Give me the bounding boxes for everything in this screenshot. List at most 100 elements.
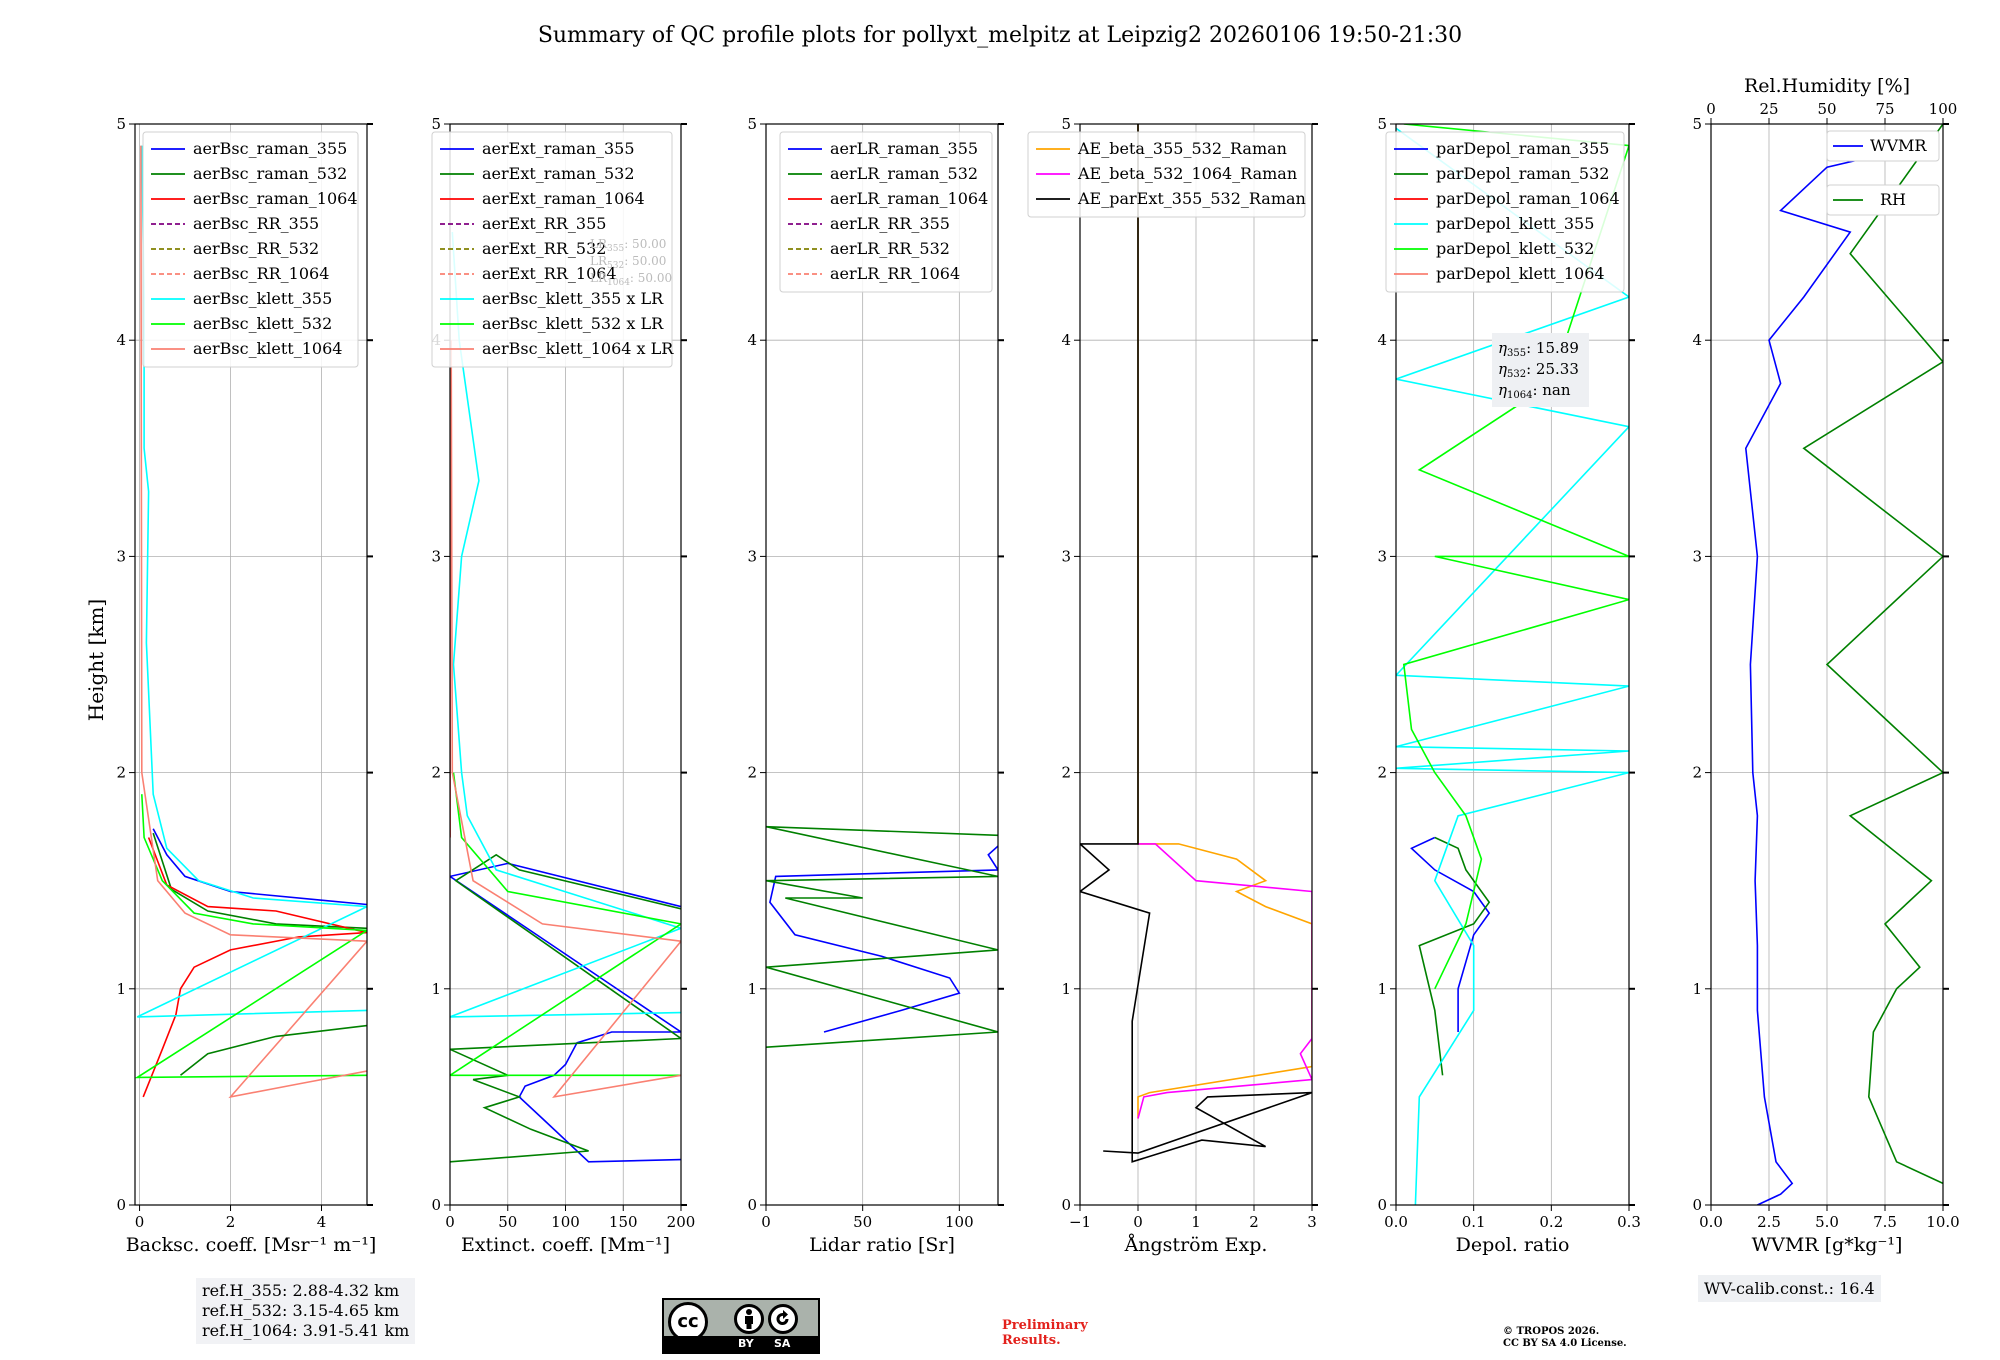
y-tick-label: 4 — [1061, 331, 1071, 349]
attribution-person-icon — [734, 1304, 764, 1334]
legend-entry: parDepol_klett_1064 — [1436, 264, 1605, 283]
license-sa-label: SA — [774, 1337, 791, 1350]
x-tick-label: 0.0 — [1699, 1213, 1723, 1231]
y-tick-label: 0 — [116, 1196, 126, 1214]
x2-tick-label: 0 — [1706, 100, 1716, 118]
x2-tick-label: 75 — [1875, 100, 1894, 118]
x-tick-label: 200 — [667, 1213, 696, 1231]
eta-annotation: η355: 15.89 — [1498, 339, 1579, 359]
x-tick-label: 1 — [1191, 1213, 1201, 1231]
legend-entry: aerLR_RR_355 — [830, 214, 950, 233]
eta-annotation: η532: 25.33 — [1498, 360, 1579, 380]
legend-entry: aerBsc_klett_355 — [193, 289, 332, 308]
y-tick-label: 1 — [431, 980, 441, 998]
x-tick-label: 0.2 — [1539, 1213, 1563, 1231]
y-tick-label: 1 — [1692, 980, 1702, 998]
series-group — [766, 825, 998, 1048]
series-group — [450, 232, 681, 1163]
x-tick-label: 0 — [761, 1213, 771, 1231]
y-tick-label: 4 — [1377, 331, 1387, 349]
legend-entry: aerBsc_klett_1064 — [193, 339, 342, 358]
x-axis-label: WVMR [g*kg⁻¹] — [1752, 1234, 1903, 1256]
share-alike-icon — [768, 1304, 798, 1334]
series-line-aerbsc-klett-355-x-lr — [450, 232, 681, 1018]
x-tick-label: 100 — [945, 1213, 974, 1231]
y-tick-label: 5 — [431, 115, 441, 133]
cc-license-badge: cc BY SA — [662, 1298, 820, 1354]
axes-frame — [765, 123, 999, 1206]
x-tick-label: 4 — [317, 1213, 327, 1231]
legend-box — [1027, 131, 1306, 218]
y-tick-label: 1 — [1377, 980, 1387, 998]
legend-entry: aerLR_raman_1064 — [830, 189, 988, 208]
x-axis-label: Backsc. coeff. [Msr⁻¹ m⁻¹] — [126, 1234, 377, 1256]
series-line-aerlr-raman-355 — [769, 845, 998, 1033]
copyright-note: © TROPOS 2026. CC BY SA 4.0 License. — [1503, 1326, 1627, 1350]
x-tick-label: 0.0 — [1384, 1213, 1408, 1231]
legend-entry: aerBsc_raman_1064 — [193, 189, 358, 208]
series-line-pardepol-raman-355 — [1410, 836, 1491, 1032]
legend-box-wvmr — [1826, 130, 1940, 162]
panel-5: 0.0 0.1 0.2 0.3 0 1 2 3 4 5 Depol. ratio parDepol_r… — [1377, 115, 1640, 1256]
series-group — [1744, 124, 1943, 1205]
series-group — [1080, 124, 1312, 1163]
preliminary-note: Preliminary Results. — [1002, 1318, 1088, 1348]
legend-entry: aerExt_raman_355 — [482, 139, 635, 158]
license-strip: BY SA — [664, 1336, 818, 1352]
copyright-line-1: © TROPOS 2026. — [1503, 1326, 1600, 1337]
legend-entry: aerExt_RR_355 — [482, 214, 606, 233]
x-tick-label: 0 — [1133, 1213, 1143, 1231]
legend-entry: aerLR_raman_355 — [830, 139, 978, 158]
legend-entry: AE_beta_355_532_Raman — [1077, 139, 1287, 158]
legend-entry: aerLR_raman_532 — [830, 164, 978, 183]
y-tick-label: 1 — [747, 980, 757, 998]
ref-height-355: ref.H_355: 2.88-4.32 km — [202, 1281, 400, 1300]
series-line-ae-parext-355-532-raman — [1080, 124, 1312, 1163]
legend-entry: parDepol_raman_355 — [1436, 139, 1609, 158]
panel-3: 0 50 100 0 1 2 3 4 5 Lidar ratio [Sr] aerLR_raman_… — [747, 115, 1004, 1256]
series-line-aerlr-raman-532 — [766, 825, 998, 1048]
y-tick-label: 4 — [116, 331, 126, 349]
x-tick-label: 2.5 — [1757, 1213, 1781, 1231]
legend-box — [431, 131, 673, 368]
eta-annotation-box — [1492, 333, 1589, 407]
legend-entry: aerExt_raman_1064 — [482, 189, 645, 208]
legend-entry: aerBsc_raman_355 — [193, 139, 347, 158]
series-line-wvmr — [1744, 144, 1920, 1205]
legend-entry: parDepol_raman_1064 — [1436, 189, 1620, 208]
series-line-aerbsc-raman-1064 — [142, 837, 367, 1098]
legend-box — [1385, 131, 1625, 293]
legend-entry: aerBsc_klett_1064 x LR — [482, 339, 674, 358]
legend-entry: aerExt_raman_532 — [482, 164, 635, 183]
y-tick-label: 3 — [431, 547, 441, 565]
series-line-pardepol-raman-532 — [1418, 836, 1491, 1076]
y-tick-label: 5 — [1377, 115, 1387, 133]
x-tick-label: 2 — [1249, 1213, 1259, 1231]
legend-entry: aerBsc_RR_355 — [193, 214, 319, 233]
series-group — [135, 145, 367, 1099]
panel-1: 0 2 4 0 1 2 3 4 5 Backsc. coeff. [Msr⁻¹ m⁻¹] aerBs… — [116, 115, 376, 1256]
y-tick-label: 2 — [431, 764, 441, 782]
series-line-aerbsc-klett-1064 — [140, 145, 367, 1099]
legend-box — [142, 131, 359, 368]
legend-entry: aerExt_RR_1064 — [482, 264, 617, 283]
y-tick-label: 4 — [747, 331, 757, 349]
y-tick-label: 0 — [1692, 1196, 1702, 1214]
x2-tick-label: 25 — [1759, 100, 1778, 118]
x2-tick-label: 100 — [1929, 100, 1958, 118]
x2-axis-label: Rel.Humidity [%] — [1744, 75, 1910, 97]
cc-logo-icon: cc — [668, 1302, 708, 1342]
y-tick-label: 0 — [747, 1196, 757, 1214]
legend-entry: AE_beta_532_1064_Raman — [1077, 164, 1297, 183]
series-line-aerbsc-raman-532 — [152, 832, 367, 930]
legend-entry: WVMR — [1870, 136, 1927, 155]
panel-2: 050100150200012345Extinct. coeff. [Mm⁻¹]… — [431, 115, 695, 1256]
x2-tick-label: 50 — [1817, 100, 1836, 118]
series-line-aerbsc-klett-355 — [136, 145, 367, 1018]
preliminary-line-2: Results. — [1002, 1333, 1061, 1348]
series-line-aerbsc-klett-532-x-lr — [450, 772, 681, 1077]
series-line-aerbsc-klett-532 — [135, 794, 367, 1079]
x-tick-label: 7.5 — [1873, 1213, 1897, 1231]
x-tick-label: 50 — [853, 1213, 872, 1231]
